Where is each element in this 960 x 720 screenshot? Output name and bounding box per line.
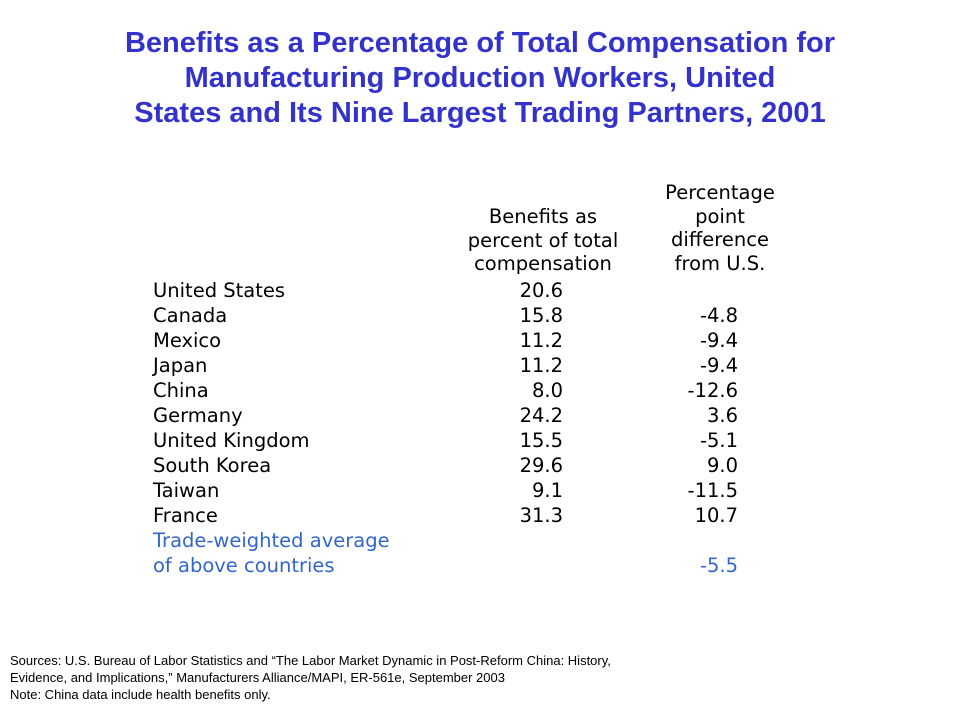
table-row: United States 20.6	[0, 278, 960, 303]
benefits-header-line: compensation	[474, 252, 612, 275]
difference-header-line: from U.S.	[674, 251, 766, 275]
note-line: Note: China data include health benefits…	[10, 687, 271, 702]
average-label-line-1: Trade-weighted average	[153, 529, 390, 552]
benefits-value: 8.0	[531, 379, 563, 402]
difference-header-line: difference	[671, 228, 769, 251]
difference-value: -4.8	[699, 304, 738, 327]
table-row: South Korea 29.6 9.0	[0, 453, 960, 478]
benefits-value: 9.1	[531, 479, 563, 502]
difference-header-line: point	[695, 204, 745, 228]
title-line-1: Benefits as a Percentage of Total Compen…	[124, 27, 836, 59]
table-row: France 31.3 10.7	[0, 503, 960, 528]
chart-title: Benefits as a Percentage of Total Compen…	[0, 26, 960, 131]
table-row: United Kingdom 15.5 -5.1	[0, 428, 960, 453]
country-label: Germany	[153, 404, 243, 427]
country-label: Japan	[153, 354, 208, 377]
benefits-value: 24.2	[519, 404, 563, 427]
difference-value: -9.4	[699, 354, 738, 377]
benefits-value: 31.3	[519, 504, 563, 527]
table-row: China 8.0 -12.6	[0, 378, 960, 403]
difference-value: -9.4	[699, 329, 738, 352]
difference-value: -12.6	[687, 379, 738, 402]
benefits-value: 11.2	[519, 354, 563, 377]
country-label: South Korea	[153, 454, 272, 477]
difference-header-line: Percentage	[665, 181, 775, 204]
country-label: United States	[153, 279, 286, 302]
country-label: United Kingdom	[153, 429, 310, 452]
table-row: Canada 15.8 -4.8	[0, 303, 960, 328]
benefits-value: 11.2	[519, 329, 563, 352]
title-line-2: Manufacturing Production Workers, United	[184, 62, 776, 94]
benefits-value: 15.8	[519, 304, 563, 327]
average-label-line-2: of above countries	[153, 554, 335, 577]
table-row: Japan 11.2 -9.4	[0, 353, 960, 378]
average-label: Trade-weighted average of above countrie…	[153, 528, 453, 578]
benefits-header-line: percent of total	[467, 228, 619, 252]
country-label: Canada	[153, 304, 228, 327]
country-label: China	[153, 379, 209, 402]
title-line-3: States and Its Nine Largest Trading Part…	[134, 97, 826, 129]
difference-value: 10.7	[694, 504, 738, 527]
average-difference-value: -5.5	[699, 554, 738, 577]
difference-value: -5.1	[699, 429, 738, 452]
sources-note: Sources: U.S. Bureau of Labor Statistics…	[10, 652, 950, 703]
difference-value: 9.0	[706, 454, 738, 477]
benefits-value: 29.6	[519, 454, 563, 477]
difference-value: -11.5	[687, 479, 738, 502]
country-label: Taiwan	[153, 479, 220, 502]
benefits-header-line: Benefits as	[488, 205, 598, 228]
benefits-column-header: Benefits as percent of total compensatio…	[448, 205, 638, 276]
table-row: Taiwan 9.1 -11.5	[0, 478, 960, 503]
sources-line-2: Evidence, and Implications,” Manufacture…	[10, 670, 505, 685]
table-row: Germany 24.2 3.6	[0, 403, 960, 428]
difference-column-header: Percentage point difference from U.S.	[645, 181, 795, 275]
country-label: Mexico	[153, 329, 222, 352]
table-row: Mexico 11.2 -9.4	[0, 328, 960, 353]
benefits-value: 20.6	[519, 279, 563, 302]
country-label: France	[153, 504, 218, 527]
benefits-value: 15.5	[519, 429, 563, 452]
difference-value: 3.6	[706, 404, 738, 427]
sources-line-1: Sources: U.S. Bureau of Labor Statistics…	[10, 653, 611, 668]
